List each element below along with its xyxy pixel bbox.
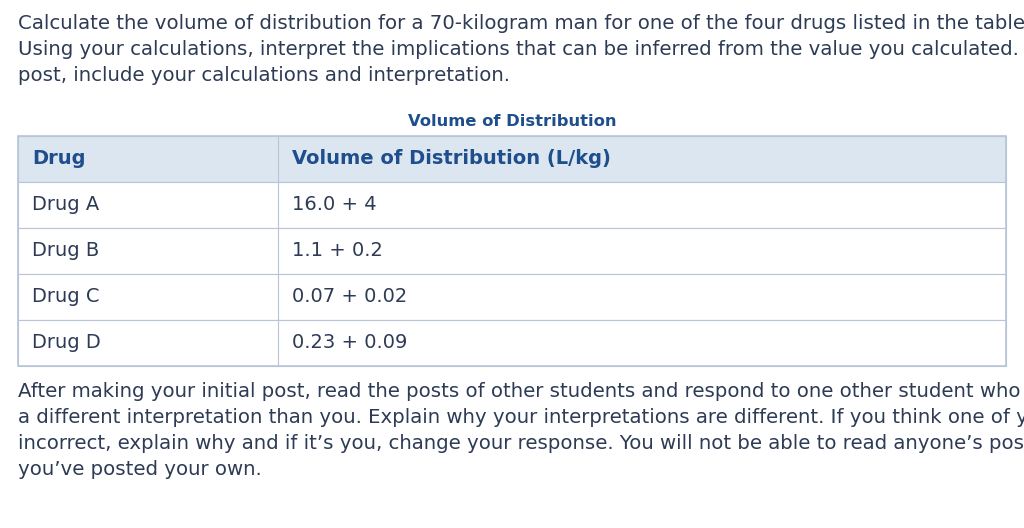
- Text: Calculate the volume of distribution for a 70-kilogram man for one of the four d: Calculate the volume of distribution for…: [18, 14, 1024, 33]
- Text: Using your calculations, interpret the implications that can be inferred from th: Using your calculations, interpret the i…: [18, 40, 1024, 59]
- Text: Drug D: Drug D: [32, 334, 100, 353]
- Text: 16.0 + 4: 16.0 + 4: [292, 195, 377, 214]
- Bar: [18, 136, 1006, 366]
- Text: 0.07 + 0.02: 0.07 + 0.02: [292, 288, 408, 306]
- Text: After making your initial post, read the posts of other students and respond to : After making your initial post, read the…: [18, 382, 1024, 401]
- Text: a different interpretation than you. Explain why your interpretations are differ: a different interpretation than you. Exp…: [18, 408, 1024, 427]
- Bar: [18, 320, 1006, 366]
- Text: incorrect, explain why and if it’s you, change your response. You will not be ab: incorrect, explain why and if it’s you, …: [18, 434, 1024, 453]
- Text: Drug C: Drug C: [32, 288, 99, 306]
- Text: post, include your calculations and interpretation.: post, include your calculations and inte…: [18, 66, 510, 85]
- Text: Volume of Distribution: Volume of Distribution: [408, 115, 616, 129]
- Text: Drug B: Drug B: [32, 241, 99, 260]
- Text: Volume of Distribution (L/kg): Volume of Distribution (L/kg): [292, 149, 611, 168]
- Bar: [18, 136, 1006, 182]
- Bar: [18, 228, 1006, 274]
- Text: 0.23 + 0.09: 0.23 + 0.09: [292, 334, 408, 353]
- Bar: [18, 274, 1006, 320]
- Bar: [18, 182, 1006, 228]
- Text: you’ve posted your own.: you’ve posted your own.: [18, 460, 262, 479]
- Text: Drug A: Drug A: [32, 195, 99, 214]
- Text: 1.1 + 0.2: 1.1 + 0.2: [292, 241, 383, 260]
- Text: Drug: Drug: [32, 149, 85, 168]
